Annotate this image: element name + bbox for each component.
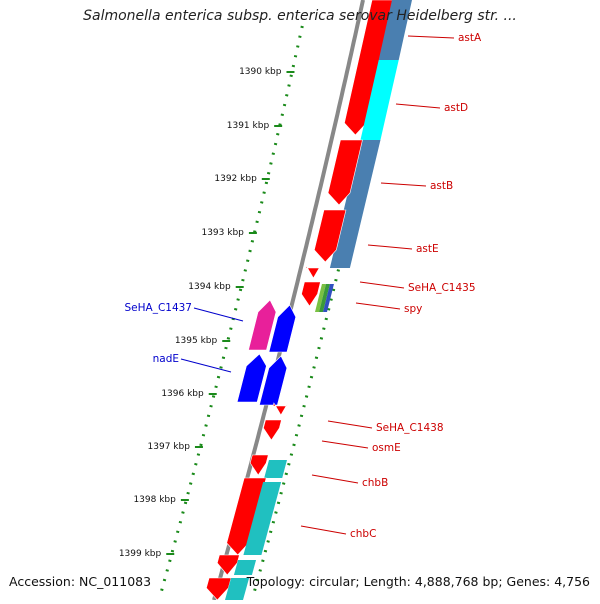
band-4 xyxy=(264,460,287,478)
gene-chbB-arrow xyxy=(226,477,267,556)
band-1 xyxy=(378,0,412,60)
band-5 xyxy=(243,482,282,555)
leader-line xyxy=(311,474,359,484)
gene-label-astE: astE xyxy=(416,243,439,255)
genome-summary: Topology: circular; Length: 4,888,768 bp… xyxy=(246,574,590,589)
scale-label-8: 1398 kbp xyxy=(133,495,176,505)
leader-line xyxy=(321,440,369,449)
gene-chbC-arrow xyxy=(216,554,240,576)
spy-stripe-1 xyxy=(315,284,326,312)
leader-line xyxy=(327,420,373,429)
gene-osmE-arrow xyxy=(249,454,269,476)
gene-small-arrow xyxy=(305,265,321,279)
gene-label-SeHA_C1435: SeHA_C1435 xyxy=(408,282,476,294)
leader-line xyxy=(407,35,455,39)
gene-label-SeHA_C1437: SeHA_C1437 xyxy=(124,302,192,314)
band-7 xyxy=(225,578,250,600)
scale-label-2: 1392 kbp xyxy=(214,174,257,184)
scale-label-6: 1396 kbp xyxy=(161,389,204,399)
scale-label-1: 1391 kbp xyxy=(227,121,270,131)
gene-blue-1-arrow xyxy=(268,304,297,353)
scale-label-3: 1393 kbp xyxy=(201,228,244,238)
gene-SeHA_C1435-arrow xyxy=(301,281,321,307)
gene-blue-2-arrow xyxy=(258,355,288,406)
accession-label: Accession: NC_011083 xyxy=(9,574,152,589)
gene-label-osmE: osmE xyxy=(372,442,401,454)
gene-bottom-arrow xyxy=(205,577,232,601)
gene-label-chbB: chbB xyxy=(362,477,388,489)
gene-label-astB: astB xyxy=(430,180,453,192)
gene-label-astD: astD xyxy=(444,102,468,114)
spy-stripe-3 xyxy=(323,284,334,312)
scale-label-9: 1399 kbp xyxy=(119,549,162,559)
leader-line xyxy=(180,358,232,373)
scale-label-5: 1395 kbp xyxy=(175,336,218,346)
gene-SeHA_C1437-arrow xyxy=(248,299,277,351)
scale-label-7: 1397 kbp xyxy=(148,442,191,452)
gene-label-chbC: chbC xyxy=(350,528,376,540)
gene-astB-arrow xyxy=(327,139,363,206)
gene-nadE-arrow xyxy=(236,353,267,403)
gene-astE-arrow xyxy=(313,209,347,263)
spy-stripe-2 xyxy=(319,284,330,312)
gene-label-SeHA_C1438: SeHA_C1438 xyxy=(376,422,444,434)
gene-SeHA_C1438-arrow xyxy=(263,419,282,441)
scale-label-0: 1390 kbp xyxy=(239,67,282,77)
band-3 xyxy=(329,140,381,268)
leader-line xyxy=(300,525,347,535)
leader-line xyxy=(395,103,441,109)
band-6 xyxy=(233,560,257,575)
map-title: Salmonella enterica subsp. enterica sero… xyxy=(83,8,517,24)
gene-label-spy: spy xyxy=(404,303,422,315)
gene-astA-arrow xyxy=(344,0,395,136)
leader-line xyxy=(355,302,401,310)
leader-line xyxy=(380,182,427,187)
gene-label-nadE: nadE xyxy=(153,353,179,365)
band-2 xyxy=(360,60,399,140)
gene-tiny-arrow xyxy=(272,402,289,416)
leader-line xyxy=(367,244,413,250)
gene-label-astA: astA xyxy=(458,32,482,44)
scale-label-4: 1394 kbp xyxy=(188,282,231,292)
leader-line xyxy=(193,307,244,322)
leader-line xyxy=(359,281,405,289)
